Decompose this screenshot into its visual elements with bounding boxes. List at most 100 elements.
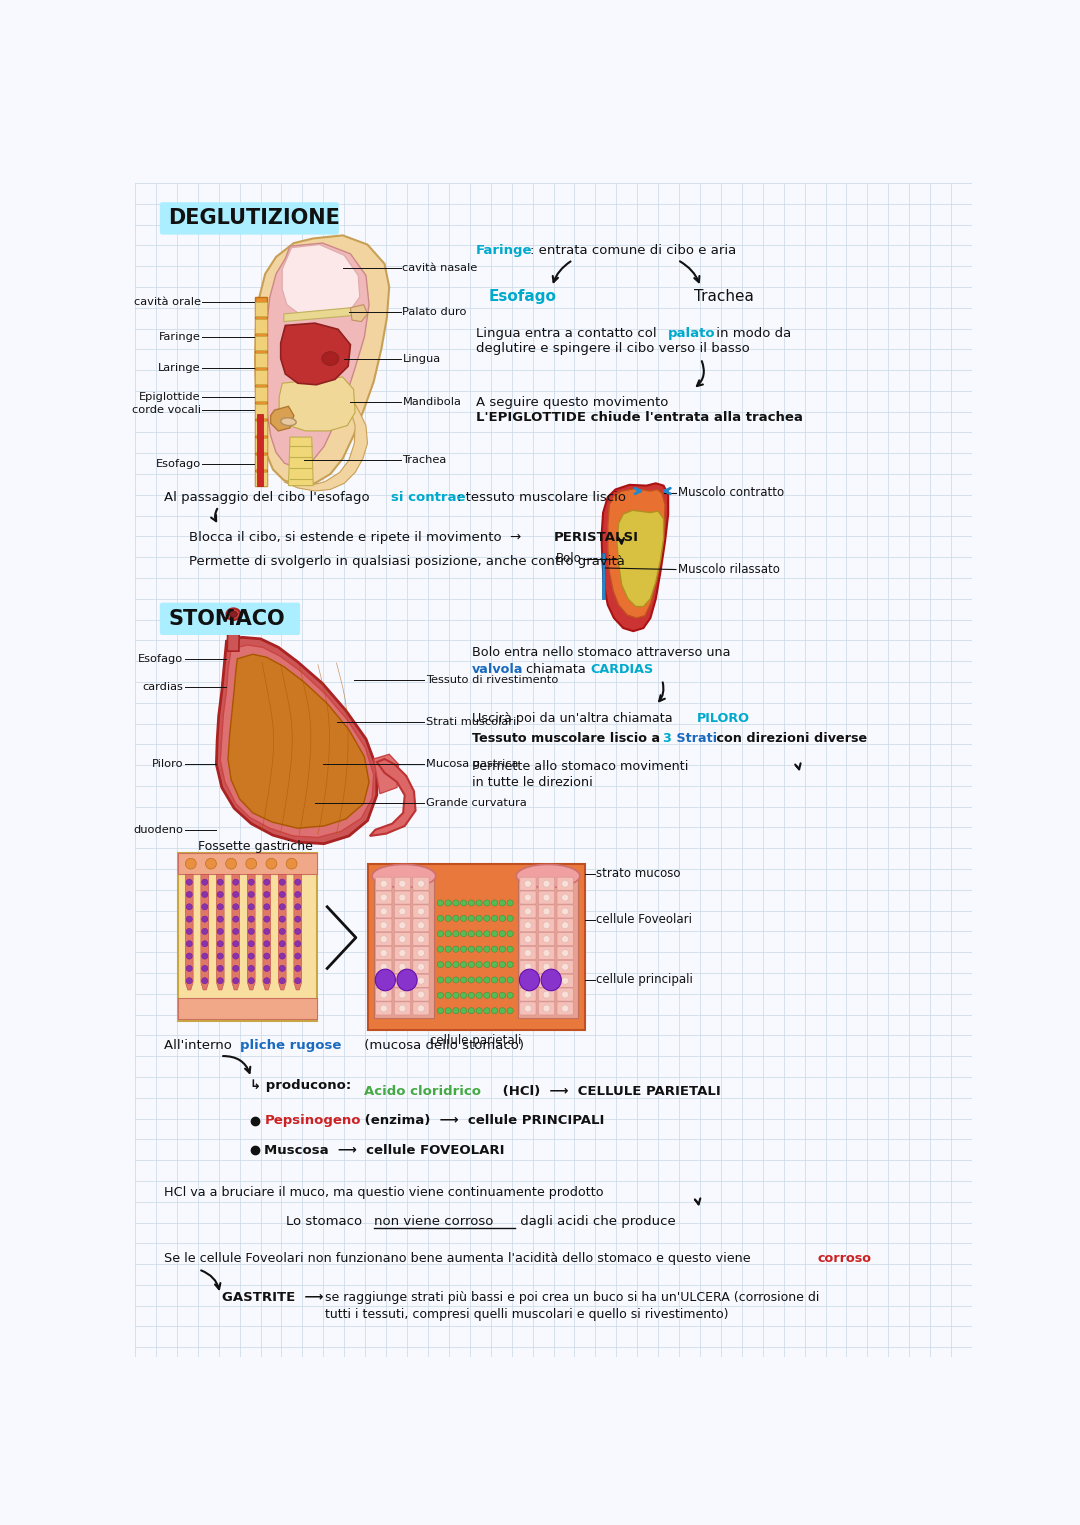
Circle shape [484,978,490,984]
Text: (enzima)  ⟶  cellule PRINCIPALI: (enzima) ⟶ cellule PRINCIPALI [360,1115,604,1127]
Polygon shape [220,645,374,837]
Text: Pepsinogeno: Pepsinogeno [265,1115,361,1127]
Text: Trachea: Trachea [403,454,447,465]
FancyBboxPatch shape [519,1002,536,1016]
Circle shape [205,859,216,869]
Circle shape [453,1008,459,1014]
FancyBboxPatch shape [519,947,536,959]
Text: chiamata: chiamata [523,663,591,676]
Circle shape [525,1005,531,1013]
Circle shape [264,965,270,971]
Polygon shape [201,874,208,990]
Circle shape [232,929,239,935]
FancyBboxPatch shape [539,947,555,959]
Circle shape [202,965,207,971]
Circle shape [460,1008,467,1014]
Circle shape [476,946,482,952]
FancyBboxPatch shape [394,988,410,1000]
Circle shape [418,894,424,901]
FancyBboxPatch shape [413,918,429,932]
Bar [255,471,267,485]
Circle shape [399,921,406,929]
FancyBboxPatch shape [519,918,536,932]
Text: 3: 3 [662,732,671,746]
Circle shape [186,953,192,959]
FancyBboxPatch shape [376,904,392,918]
Text: in tutte le direzioni: in tutte le direzioni [472,776,593,788]
Text: Laringe: Laringe [159,363,201,372]
FancyBboxPatch shape [519,988,536,1000]
Circle shape [525,978,531,984]
Bar [255,354,267,368]
Circle shape [543,1005,550,1013]
FancyBboxPatch shape [394,877,410,891]
Circle shape [295,978,301,984]
Circle shape [380,921,388,929]
Text: : tessuto muscolare liscio: : tessuto muscolare liscio [457,491,625,503]
Polygon shape [602,483,669,631]
FancyBboxPatch shape [376,961,392,973]
Circle shape [295,929,301,935]
Text: cellule principali: cellule principali [596,973,693,987]
Circle shape [437,961,444,968]
Bar [255,454,267,468]
Text: Al passaggio del cibo l'esofago: Al passaggio del cibo l'esofago [164,491,375,503]
Circle shape [399,880,406,888]
FancyBboxPatch shape [519,904,536,918]
Circle shape [217,965,224,971]
Circle shape [543,978,550,984]
Circle shape [476,961,482,968]
Circle shape [295,953,301,959]
Circle shape [232,941,239,947]
Polygon shape [369,759,416,836]
Polygon shape [227,616,240,651]
Text: Acido cloridrico: Acido cloridrico [364,1086,481,1098]
Ellipse shape [541,970,562,991]
Circle shape [491,930,498,936]
Circle shape [202,929,207,935]
Circle shape [248,978,255,984]
Circle shape [507,978,513,984]
Circle shape [248,917,255,923]
Circle shape [499,961,505,968]
FancyBboxPatch shape [394,974,410,987]
Circle shape [186,917,192,923]
Circle shape [525,880,531,888]
Circle shape [399,894,406,901]
Circle shape [562,950,568,956]
FancyBboxPatch shape [557,988,573,1000]
Circle shape [295,878,301,884]
Text: Se le cellule Foveolari non funzionano bene aumenta l'acidità dello stomaco e qu: Se le cellule Foveolari non funzionano b… [164,1252,755,1266]
Circle shape [217,941,224,947]
Polygon shape [282,244,360,317]
Circle shape [543,894,550,901]
Text: Strati muscolari: Strati muscolari [426,717,516,727]
Circle shape [186,859,197,869]
Polygon shape [608,488,665,618]
Circle shape [460,978,467,984]
Ellipse shape [281,418,296,425]
Text: Uscirà poi da un'altra chiamata: Uscirà poi da un'altra chiamata [472,712,677,724]
Circle shape [186,965,192,971]
Text: corroso: corroso [816,1252,870,1266]
Polygon shape [288,438,313,485]
Circle shape [248,941,255,947]
Circle shape [469,978,474,984]
FancyBboxPatch shape [376,974,392,987]
Circle shape [507,1008,513,1014]
Circle shape [445,930,451,936]
Bar [255,302,267,316]
Circle shape [232,904,239,910]
Text: dagli acidi che produce: dagli acidi che produce [516,1215,676,1228]
Circle shape [484,915,490,921]
Text: DEGLUTIZIONE: DEGLUTIZIONE [168,209,340,229]
Text: : entrata comune di cibo e aria: : entrata comune di cibo e aria [530,244,737,258]
Circle shape [469,900,474,906]
Circle shape [437,930,444,936]
Ellipse shape [519,970,540,991]
FancyBboxPatch shape [519,877,536,891]
FancyBboxPatch shape [557,961,573,973]
Circle shape [248,878,255,884]
Circle shape [562,991,568,997]
Text: Piloro: Piloro [151,759,183,769]
